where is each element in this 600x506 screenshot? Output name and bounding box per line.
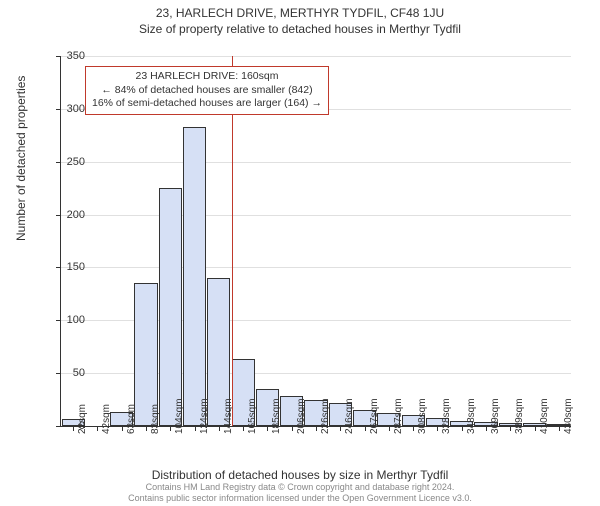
xtick-label: 308sqm [417,398,428,434]
xtick-mark [486,426,487,431]
xtick-label: 348sqm [466,398,477,434]
y-axis-label: Number of detached properties [14,76,28,241]
annotation-box: 23 HARLECH DRIVE: 160sqm← 84% of detache… [85,66,329,115]
ytick-label: 350 [55,50,85,62]
histogram-bar [159,188,182,426]
xtick-mark [292,426,293,431]
ytick-label: 100 [55,314,85,326]
xtick-mark [170,426,171,431]
ytick-label: 150 [55,261,85,273]
ytick-label: 0 [55,420,85,432]
xtick-mark [365,426,366,431]
plot-area: 22sqm42sqm63sqm83sqm104sqm124sqm144sqm16… [60,56,571,427]
xtick-mark [195,426,196,431]
ytick-label: 300 [55,103,85,115]
gridline [61,56,571,57]
xtick-mark [267,426,268,431]
xtick-mark [389,426,390,431]
xtick-label: 410sqm [539,398,550,434]
xtick-mark [535,426,536,431]
annotation-line: 23 HARLECH DRIVE: 160sqm [92,70,322,84]
histogram-chart: 22sqm42sqm63sqm83sqm104sqm124sqm144sqm16… [60,56,570,426]
annotation-line: 16% of semi-detached houses are larger (… [92,97,322,111]
footer-line-2: Contains public sector information licen… [0,493,600,504]
x-axis-label: Distribution of detached houses by size … [0,468,600,482]
xtick-mark [219,426,220,431]
xtick-mark [510,426,511,431]
page-subtitle: Size of property relative to detached ho… [0,22,600,36]
xtick-mark [122,426,123,431]
xtick-label: 328sqm [441,398,452,434]
gridline [61,215,571,216]
annotation-line: ← 84% of detached houses are smaller (84… [92,84,322,98]
xtick-mark [316,426,317,431]
xtick-mark [413,426,414,431]
xtick-label: 369sqm [490,398,501,434]
footer-attribution: Contains HM Land Registry data © Crown c… [0,482,600,504]
xtick-mark [559,426,560,431]
xtick-mark [437,426,438,431]
ytick-label: 250 [55,156,85,168]
page-title: 23, HARLECH DRIVE, MERTHYR TYDFIL, CF48 … [0,6,600,20]
xtick-mark [340,426,341,431]
xtick-mark [243,426,244,431]
xtick-mark [97,426,98,431]
histogram-bar [183,127,206,426]
footer-line-1: Contains HM Land Registry data © Crown c… [0,482,600,493]
gridline [61,162,571,163]
ytick-label: 50 [55,367,85,379]
xtick-label: 430sqm [563,398,574,434]
xtick-mark [462,426,463,431]
xtick-mark [146,426,147,431]
xtick-label: 389sqm [514,398,525,434]
gridline [61,267,571,268]
ytick-label: 200 [55,209,85,221]
